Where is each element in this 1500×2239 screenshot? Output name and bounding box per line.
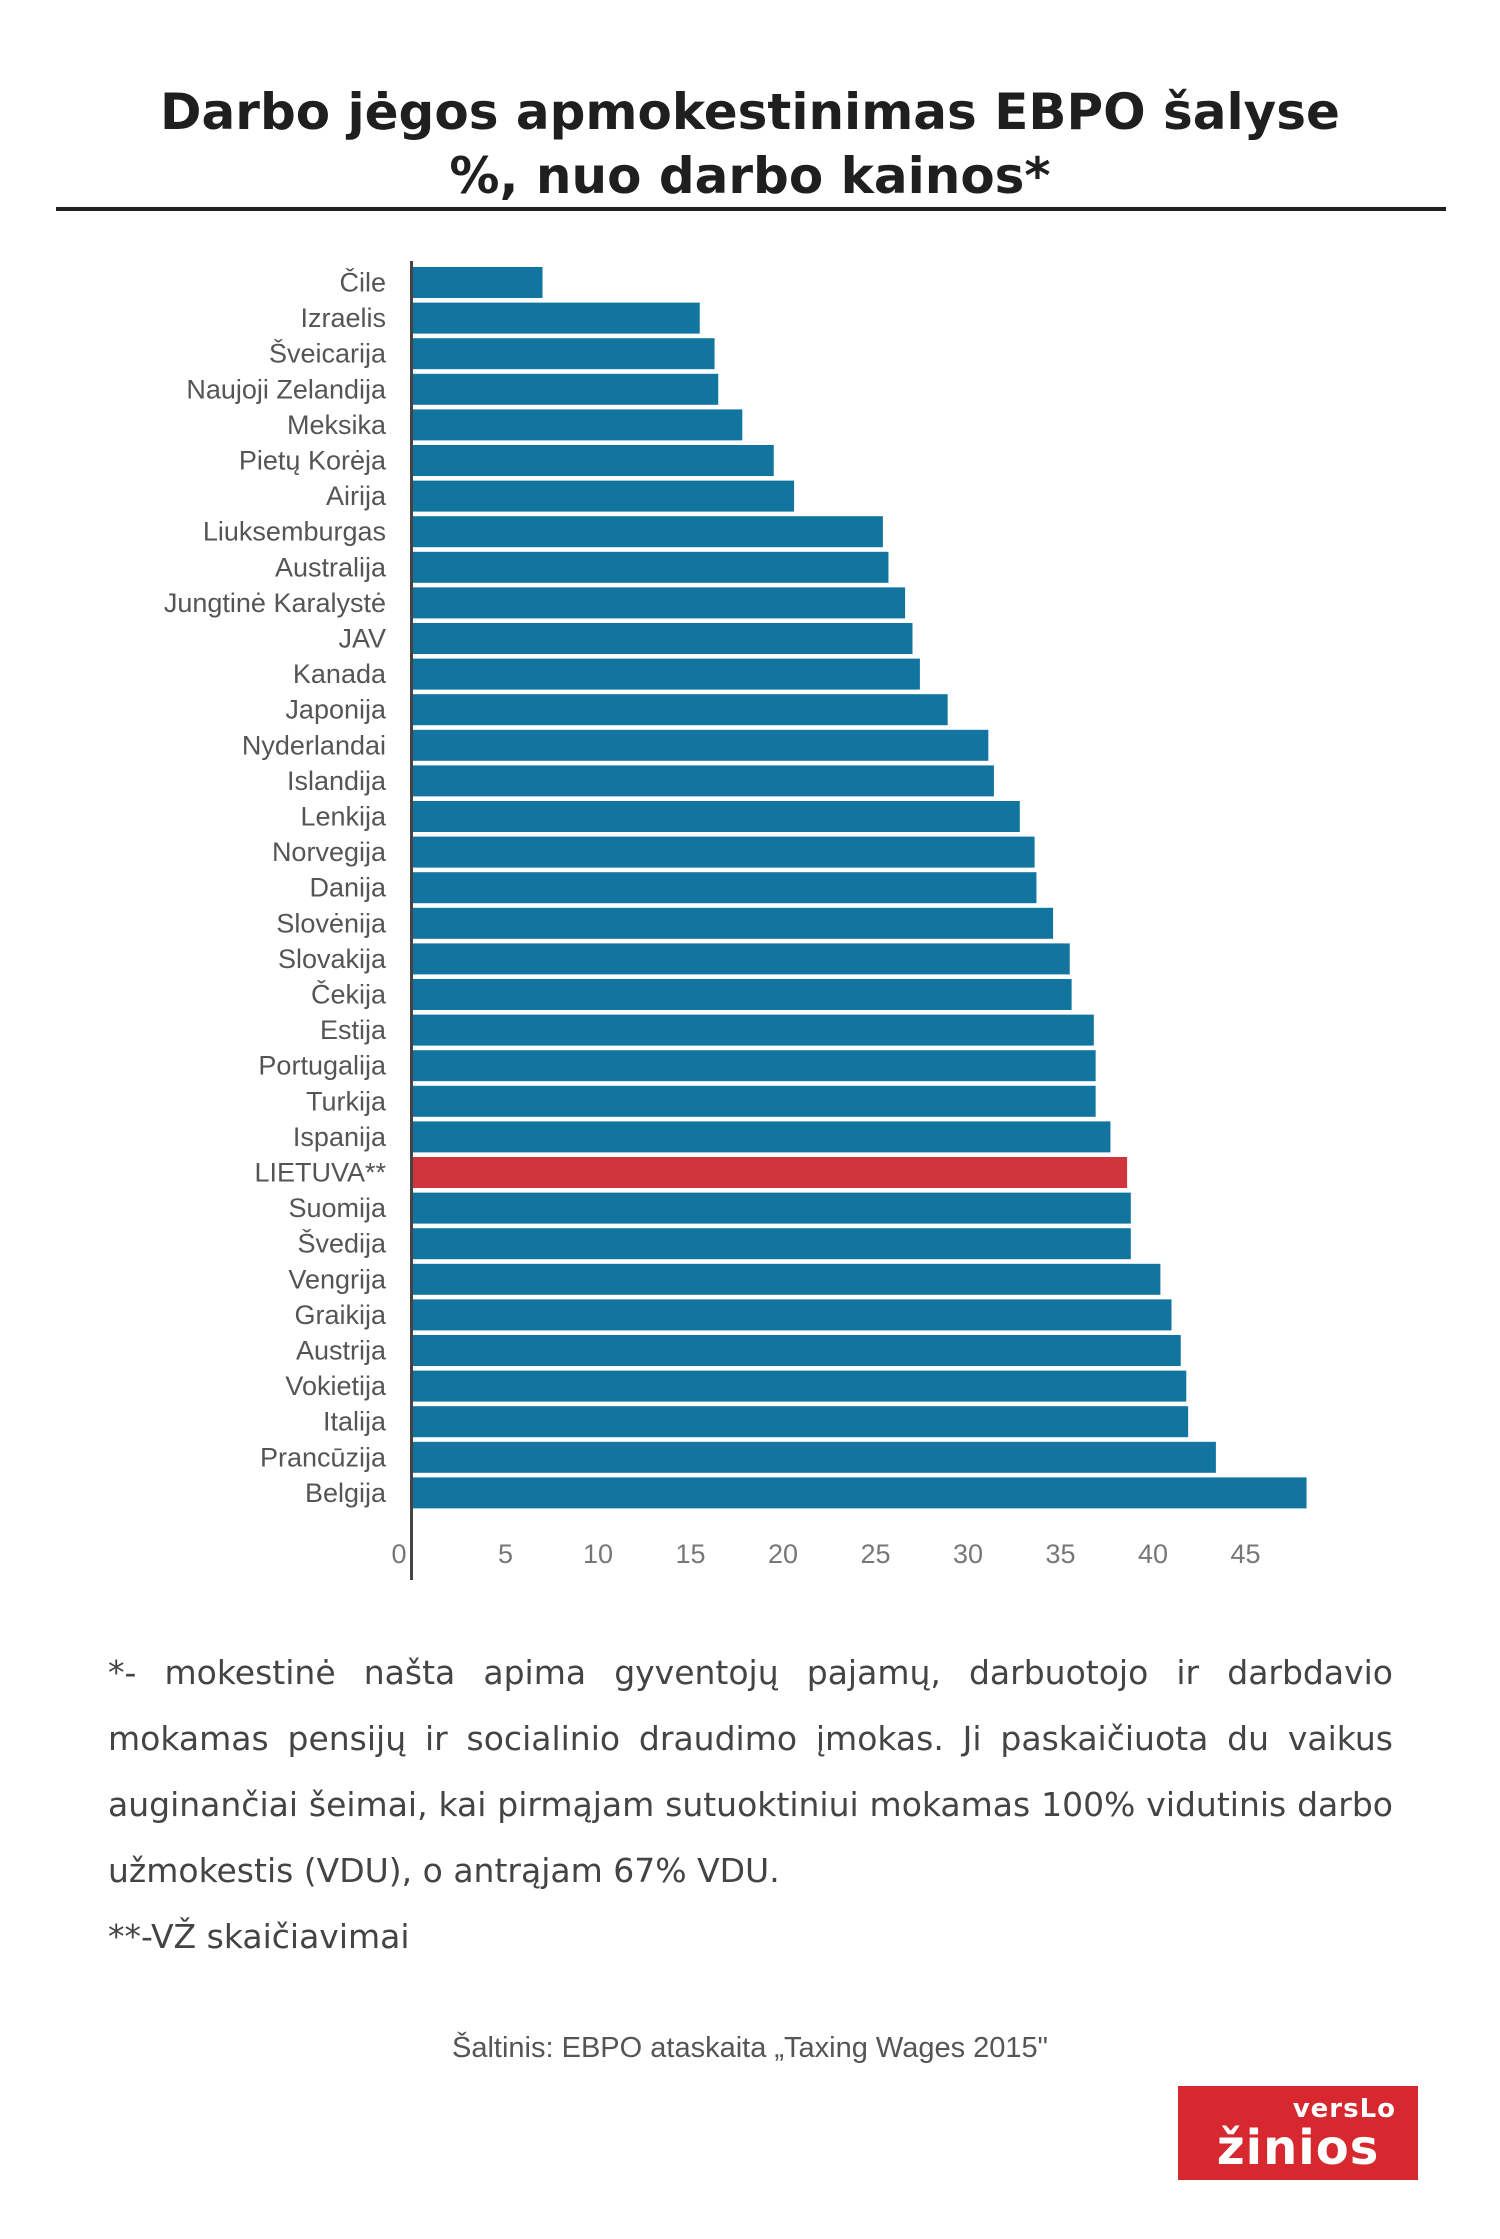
category-label-austrija: Austrija [296, 1336, 387, 1366]
category-label-japonija: Japonija [285, 695, 387, 725]
bar-chart: Čile Izraelis Šveicarija Naujoji Zelandija M… [164, 261, 1307, 1580]
bar-svedija [413, 1228, 1131, 1260]
bar-lietuva [413, 1157, 1128, 1188]
category-label-portugalija: Portugalija [258, 1051, 387, 1081]
bar-vokietija [413, 1370, 1187, 1402]
footnote-vz-calculations: **-VŽ skaičiavimai [108, 1917, 410, 1956]
category-label-australija: Australija [275, 552, 387, 582]
title-divider [56, 207, 1446, 211]
bar-prancuzija [413, 1441, 1216, 1473]
bar-meksika [413, 409, 743, 441]
bar-cekija [413, 979, 1072, 1010]
bar-vengrija [413, 1263, 1161, 1295]
bar-liuksemburgas [413, 516, 883, 548]
category-label-svedija: Švedija [297, 1228, 387, 1259]
category-labels-group: Čile Izraelis Šveicarija Naujoji Zelandija M… [164, 267, 387, 1508]
x-tick-5: 5 [498, 1539, 513, 1569]
x-tick-0: 0 [391, 1539, 406, 1569]
category-label-islandija: Islandija [287, 766, 387, 796]
bar-norvegija [413, 836, 1035, 868]
x-tick-20: 20 [768, 1539, 798, 1569]
bar-slovenija [413, 907, 1054, 939]
category-label-airija: Airija [326, 481, 387, 511]
bar-sveicarija [413, 338, 715, 370]
category-label-lietuva: LIETUVA** [254, 1158, 386, 1188]
category-label-danija: Danija [309, 873, 387, 903]
category-label-kanada: Kanada [293, 659, 387, 689]
footnote-tax-burden: *- mokestinė našta apima gyventojų pajam… [108, 1653, 1393, 1890]
category-label-vengrija: Vengrija [288, 1264, 387, 1294]
x-tick-40: 40 [1138, 1539, 1168, 1569]
category-label-slovakija: Slovakija [278, 944, 387, 974]
bar-japonija [413, 694, 948, 726]
category-label-italija: Italija [323, 1407, 387, 1437]
chart-title: Darbo jėgos apmokestinimas EBPO šalyse %… [0, 80, 1500, 208]
x-tick-35: 35 [1045, 1539, 1075, 1569]
bars-group [413, 267, 1307, 1509]
category-label-estija: Estija [320, 1015, 387, 1045]
bar-ispanija [413, 1121, 1111, 1153]
bar-australija [413, 551, 889, 583]
category-label-liuksemburgas: Liuksemburgas [203, 517, 386, 547]
bar-naujoji-zelandija [413, 373, 719, 405]
logo-top-text: versLo [1292, 2094, 1396, 2124]
x-tick-10: 10 [583, 1539, 613, 1569]
bar-izraelis [413, 302, 700, 334]
bar-italija [413, 1406, 1189, 1438]
bar-danija [413, 872, 1037, 904]
category-label-suomija: Suomija [288, 1193, 387, 1223]
category-label-vokietija: Vokietija [285, 1371, 387, 1401]
bar-belgija [413, 1477, 1307, 1509]
bar-cile [413, 267, 543, 298]
bar-jungtine-karalyste [413, 587, 906, 619]
category-label-ispanija: Ispanija [293, 1122, 387, 1152]
x-tick-45: 45 [1230, 1539, 1260, 1569]
bar-nyderlandai [413, 729, 989, 761]
category-label-izraelis: Izraelis [300, 303, 386, 333]
category-label-cekija: Čekija [311, 979, 387, 1010]
chart-title-line1: Darbo jėgos apmokestinimas EBPO šalyse [160, 83, 1340, 141]
bar-lenkija [413, 801, 1020, 832]
category-label-jungtine-karalyste: Jungtinė Karalystė [164, 588, 386, 618]
bar-graikija [413, 1299, 1172, 1331]
category-label-nyderlandai: Nyderlandai [242, 730, 386, 760]
bar-slovakija [413, 943, 1070, 975]
category-label-turkija: Turkija [306, 1086, 387, 1116]
logo-bottom-text: žinios [1216, 2120, 1380, 2176]
x-tick-25: 25 [860, 1539, 890, 1569]
bar-islandija [413, 765, 994, 797]
x-tick-15: 15 [675, 1539, 705, 1569]
x-tick-labels-group: 0 5 10 15 20 25 30 35 40 45 [391, 1539, 1260, 1569]
category-label-prancuzija: Prancūzija [260, 1442, 387, 1472]
category-label-cile: Čile [339, 267, 386, 298]
category-label-jav: JAV [338, 624, 386, 654]
chart-title-line2: %, nuo darbo kainos* [449, 147, 1051, 205]
category-label-lenkija: Lenkija [300, 802, 387, 832]
category-label-sveicarija: Šveicarija [269, 338, 387, 369]
bar-portugalija [413, 1050, 1096, 1082]
category-label-slovenija: Slovėnija [276, 908, 387, 938]
source-note: Šaltinis: EBPO ataskaita „Taxing Wages 2… [452, 2032, 1048, 2064]
bar-turkija [413, 1085, 1096, 1117]
category-label-meksika: Meksika [287, 410, 387, 440]
bar-estija [413, 1014, 1094, 1046]
bar-pietu-koreja [413, 445, 774, 476]
bar-airija [413, 480, 795, 512]
category-label-naujoji-zelandija: Naujoji Zelandija [186, 374, 387, 404]
category-label-pietu-koreja: Pietų Korėja [239, 446, 387, 476]
bar-kanada [413, 658, 920, 690]
category-label-graikija: Graikija [294, 1300, 387, 1330]
bar-austrija [413, 1335, 1181, 1366]
verslo-zinios-logo: versLo žinios [1178, 2086, 1418, 2180]
bar-suomija [413, 1192, 1131, 1224]
category-label-norvegija: Norvegija [272, 837, 387, 867]
x-tick-30: 30 [953, 1539, 983, 1569]
bar-jav [413, 623, 913, 654]
category-label-belgija: Belgija [305, 1478, 387, 1508]
footnotes: *- mokestinė našta apima gyventojų pajam… [108, 1640, 1393, 1970]
